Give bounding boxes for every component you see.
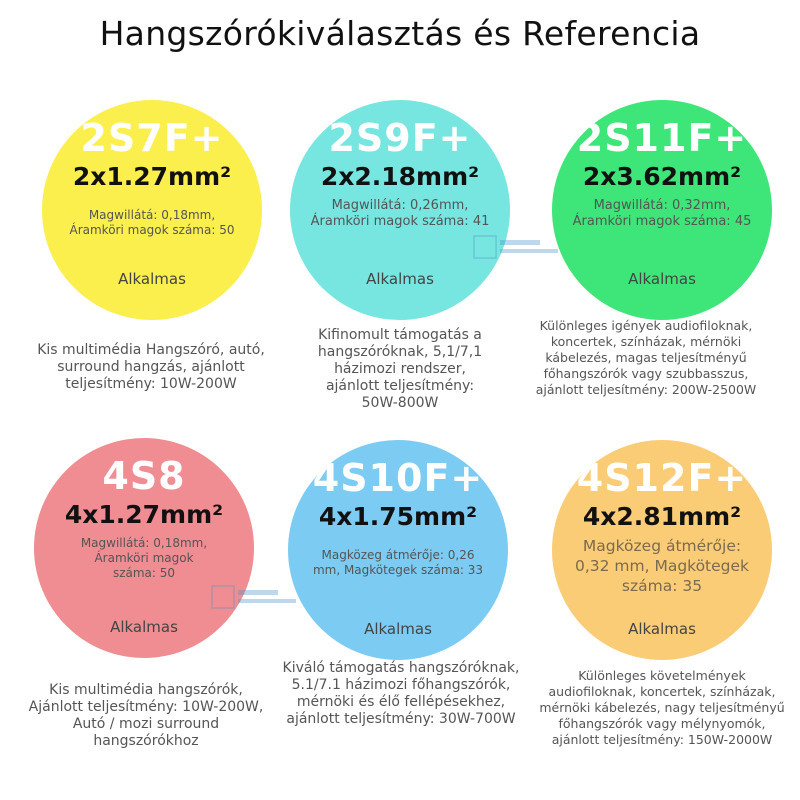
- suitable-label: Alkalmas: [628, 620, 696, 638]
- cable-card-2s11f: 2S11F+ 2x3.62mm² Magwillátá: 0,32mm, Ára…: [552, 100, 772, 320]
- core-spec: Magwillátá: 0,32mm, Áramköri magok száma…: [572, 198, 752, 229]
- page-title: Hangszórókiválasztás és Referencia: [99, 14, 701, 53]
- cable-card-4s10f: 4S10F+ 4x1.75mm² Magközeg átmérője: 0,26…: [288, 440, 508, 660]
- cross-section: 4x1.27mm²: [64, 500, 224, 529]
- cross-section: 2x3.62mm²: [582, 162, 742, 191]
- suitable-label: Alkalmas: [110, 618, 178, 636]
- cross-section: 2x1.27mm²: [72, 162, 232, 191]
- suitable-label: Alkalmas: [118, 270, 186, 288]
- cable-code: 2S9F+: [328, 116, 472, 160]
- suitable-label: Alkalmas: [628, 270, 696, 288]
- cable-card-4s12f: 4S12F+ 4x2.81mm² Magközeg átmérője: 0,32…: [552, 440, 772, 660]
- watermark-logo: [210, 582, 300, 612]
- card-description: Kifinomult támogatás a hangszóróknak, 5,…: [317, 327, 483, 411]
- card-description: Kis multimédia Hangszóró, autó, surround…: [37, 342, 265, 392]
- card-description: Különleges követelmények audiofiloknak, …: [539, 668, 785, 747]
- core-spec: Magwillátá: 0,18mm, Áramköri magok száma…: [80, 536, 208, 580]
- cable-code: 2S11F+: [576, 116, 748, 160]
- core-spec: Magközeg átmérője: 0,32 mm, Magkötegek s…: [574, 537, 750, 595]
- watermark-logo-icon: [211, 585, 296, 609]
- card-description: Kis multimédia hangszórók, Ajánlott telj…: [28, 682, 264, 749]
- cross-section: 4x1.75mm²: [318, 502, 478, 531]
- cross-section: 2x2.18mm²: [320, 162, 480, 191]
- cable-code: 2S7F+: [80, 116, 224, 160]
- cross-section: 4x2.81mm²: [582, 502, 742, 531]
- suitable-label: Alkalmas: [366, 270, 434, 288]
- card-description: Kiváló támogatás hangszóróknak, 5.1/7.1 …: [282, 660, 520, 727]
- cable-card-2s9f: 2S9F+ 2x2.18mm² Magwillátá: 0,26mm, Áram…: [290, 100, 510, 320]
- cable-code: 4S12F+: [576, 456, 748, 500]
- cable-card-2s7f: 2S7F+ 2x1.27mm² Magwillátá: 0,18mm, Áram…: [42, 100, 262, 320]
- watermark-logo: [472, 232, 562, 262]
- cable-code: 4S10F+: [312, 456, 484, 500]
- cable-card-4s8: 4S8 4x1.27mm² Magwillátá: 0,18mm, Áramkö…: [34, 438, 254, 658]
- cable-code: 4S8: [102, 454, 186, 498]
- core-spec: Magwillátá: 0,26mm, Áramköri magok száma…: [310, 198, 490, 229]
- watermark-logo-icon: [473, 235, 558, 259]
- core-spec: Magwillátá: 0,18mm, Áramköri magok száma…: [69, 208, 235, 237]
- card-description: Különleges igények audiofiloknak, koncer…: [535, 318, 757, 397]
- suitable-label: Alkalmas: [364, 620, 432, 638]
- core-spec: Magközeg átmérője: 0,26 mm, Magkötegek s…: [312, 548, 484, 577]
